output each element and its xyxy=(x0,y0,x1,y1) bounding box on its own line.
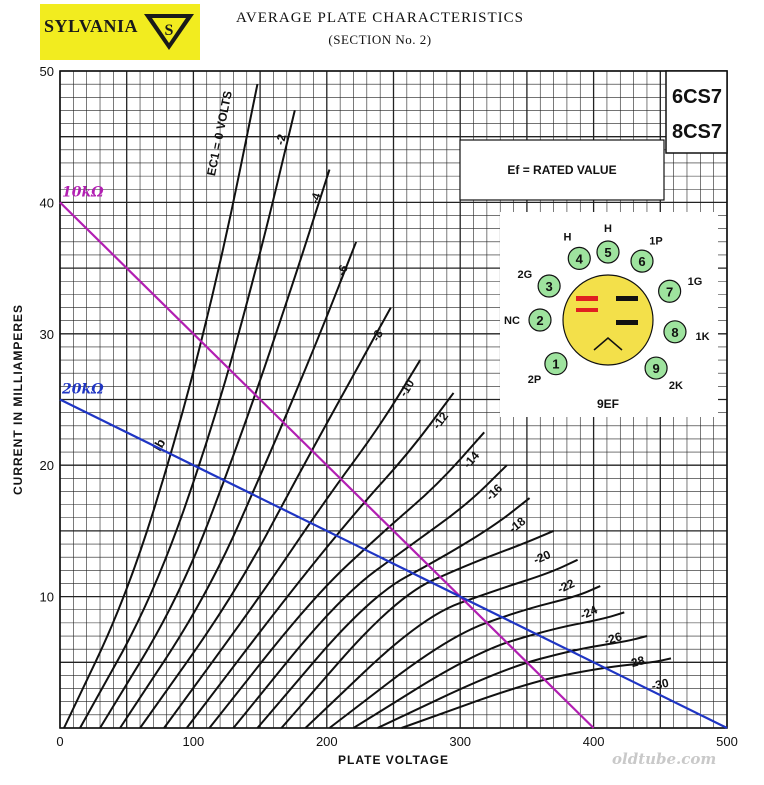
pin-label: NC xyxy=(504,315,520,327)
pin-label: 2K xyxy=(669,380,683,392)
pin-label: H xyxy=(604,223,612,235)
grid-electrode-1 xyxy=(616,296,638,301)
curve-label: -22 xyxy=(555,576,577,596)
tube-type-label: 8CS7 xyxy=(672,121,722,143)
curve-label: -18 xyxy=(506,514,529,536)
plate-curve xyxy=(208,431,485,729)
load-line-label: 10kΩ xyxy=(62,184,104,200)
x-tick-label: 0 xyxy=(56,734,63,749)
pin-number: 7 xyxy=(666,284,673,299)
pin-label: 1G xyxy=(688,276,703,288)
load-line-label: 20kΩ xyxy=(61,382,104,398)
load-line xyxy=(59,201,595,729)
curve-label: -20 xyxy=(531,547,553,567)
y-tick-label: 10 xyxy=(40,590,54,605)
pin-number: 5 xyxy=(604,245,611,260)
pin-number: 9 xyxy=(652,361,659,376)
plate-curve xyxy=(328,585,601,729)
pin-circle xyxy=(644,356,668,380)
lightning-bolt-icon: S xyxy=(144,14,194,50)
x-axis-label: PLATE VOLTAGE xyxy=(338,753,449,767)
pin-label: H xyxy=(563,232,571,244)
pin-circle xyxy=(544,352,568,376)
y-tick-label: 20 xyxy=(40,458,54,473)
curve-label: -24 xyxy=(578,602,600,622)
heater-note-panel xyxy=(459,139,665,201)
plate-curve xyxy=(119,241,358,729)
base-code-label: 9EF xyxy=(597,397,619,411)
plate-electrode-1 xyxy=(616,320,638,325)
x-tick-label: 300 xyxy=(449,734,471,749)
pin-label: 1K xyxy=(696,331,710,343)
pin-number: 6 xyxy=(638,254,645,269)
plate-curve xyxy=(99,169,331,729)
pin-circle xyxy=(567,246,591,270)
plate-curve xyxy=(280,529,554,729)
pin-number: 1 xyxy=(552,357,559,372)
y-tick-label: 50 xyxy=(40,64,54,79)
chart-title: AVERAGE PLATE CHARACTERISTICS xyxy=(236,10,524,26)
heater-filament xyxy=(593,337,623,351)
svg-text:S: S xyxy=(165,22,174,39)
pin-circle xyxy=(528,308,552,332)
pin-number: 8 xyxy=(671,325,678,340)
tube-envelope xyxy=(562,274,654,366)
pin-number: 3 xyxy=(545,279,552,294)
pin-circle xyxy=(537,274,561,298)
brand-name: SYLVANIA xyxy=(44,16,139,36)
plate-curve xyxy=(232,464,508,729)
pin-circle xyxy=(663,320,687,344)
pin-number: 2 xyxy=(536,313,543,328)
x-tick-label: 500 xyxy=(716,734,738,749)
watermark: oldtube.com xyxy=(612,750,717,768)
tube-type-panel xyxy=(665,70,728,154)
curve-label: -6 xyxy=(334,263,351,278)
pin-label: 2P xyxy=(528,374,541,386)
x-tick-label: 400 xyxy=(583,734,605,749)
curve-label: -2 xyxy=(273,132,289,146)
plate-curve xyxy=(401,657,672,729)
pin-circle xyxy=(596,240,620,264)
plate-curve xyxy=(304,558,579,729)
plate-curve xyxy=(139,307,392,729)
load-line xyxy=(59,398,728,729)
plate-electrode-2 xyxy=(576,308,598,312)
plate-curve xyxy=(63,83,259,729)
y-axis-label: CURRENT IN MILLIAMPERES xyxy=(11,304,25,495)
plate-curve xyxy=(256,497,531,729)
curve-label: -14 xyxy=(460,448,482,471)
plate-curve xyxy=(163,359,422,729)
pin-label: 1P xyxy=(649,235,662,247)
plate-curve xyxy=(79,110,296,729)
plate-curve xyxy=(352,611,625,729)
y-tick-label: 30 xyxy=(40,327,54,342)
grid-electrode-2 xyxy=(576,296,598,301)
plate-curve xyxy=(185,392,455,729)
sylvania-logo: SYLVANIA S xyxy=(40,4,200,60)
pin-label: 2G xyxy=(518,269,533,281)
tube-type-label: 6CS7 xyxy=(672,86,722,108)
curve-label: EC1 = 0 VOLTS xyxy=(204,90,235,177)
pin-circle xyxy=(630,249,654,273)
pin-number: 4 xyxy=(576,251,584,266)
curve-label: -4 xyxy=(307,191,324,206)
pin-circle xyxy=(658,279,682,303)
chart-subtitle: (SECTION No. 2) xyxy=(328,32,432,47)
heater-note-label: Ef = RATED VALUE xyxy=(507,163,616,177)
x-tick-label: 200 xyxy=(316,734,338,749)
curve-label: -30 xyxy=(650,676,670,694)
plate-curve xyxy=(377,635,648,729)
y-tick-label: 40 xyxy=(40,195,54,210)
x-tick-label: 100 xyxy=(183,734,205,749)
curve-label: -28 xyxy=(626,653,647,671)
